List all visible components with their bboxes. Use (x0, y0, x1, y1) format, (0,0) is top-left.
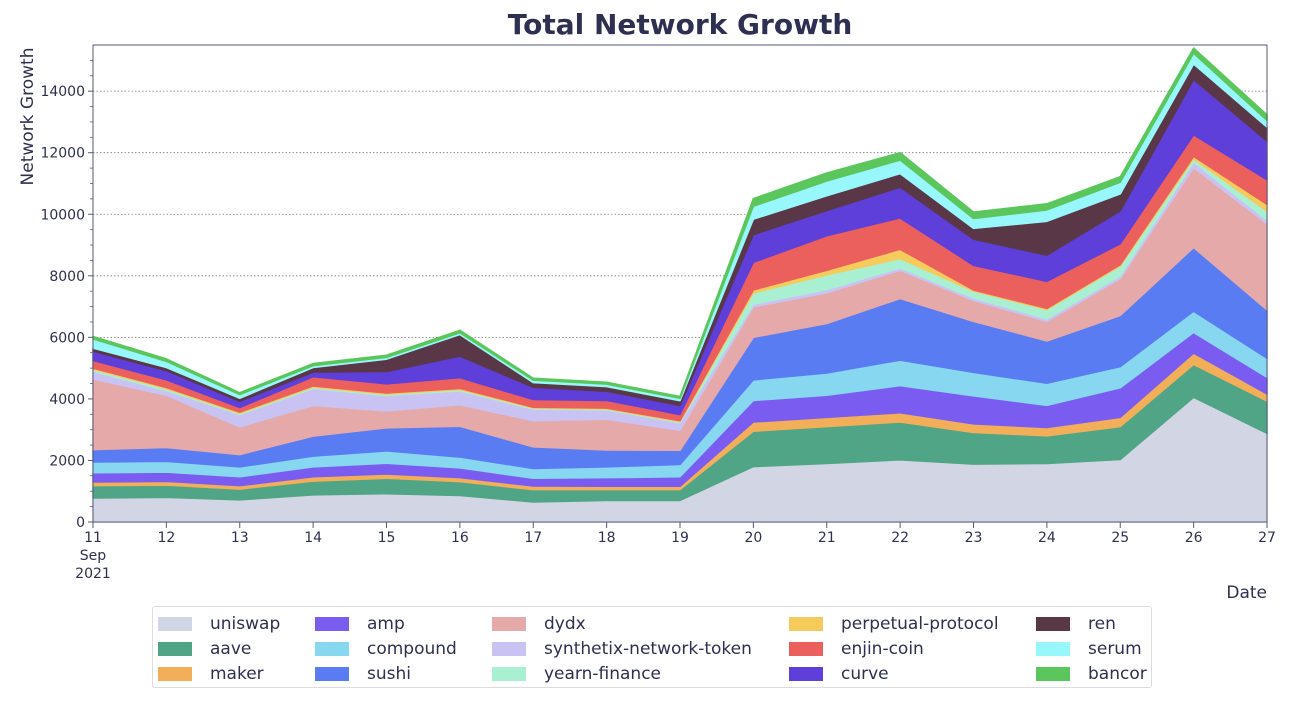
legend-label: enjin-coin (841, 639, 924, 659)
legend-item-sushi: sushi (315, 664, 411, 684)
legend-label: sushi (367, 664, 411, 684)
legend-item-aave: aave (158, 639, 251, 659)
legend-swatch (315, 642, 349, 656)
y-tick-label: 0 (76, 515, 85, 531)
legend-item-maker: maker (158, 664, 264, 684)
axes: 0 2000 4000 6000 8000 10000 12000 14000 11 12 13 14… (40, 44, 1276, 582)
legend-swatch (492, 667, 526, 681)
legend-swatch (1036, 667, 1070, 681)
legend-swatch (789, 667, 823, 681)
legend-swatch (1036, 642, 1070, 656)
legend-label: ren (1088, 614, 1116, 634)
y-tick-label: 10000 (40, 207, 85, 223)
legend: uniswap aave maker amp compound sushi dydx synt… (152, 606, 1152, 688)
legend-swatch (492, 617, 526, 631)
legend-swatch (492, 642, 526, 656)
x-tick-label: 18 (598, 530, 616, 546)
legend-item-yearn-finance: yearn-finance (492, 664, 661, 684)
x-tick-label: 24 (1038, 530, 1056, 546)
y-tick-label: 12000 (40, 146, 85, 162)
legend-label: aave (210, 639, 252, 659)
x-tick-label: 16 (451, 530, 469, 546)
legend-item-bancor: bancor (1036, 664, 1147, 684)
legend-label: synthetix-network-token (544, 639, 752, 659)
legend-label: bancor (1088, 664, 1147, 684)
y-tick-label: 2000 (49, 453, 85, 469)
legend-swatch (789, 617, 823, 631)
legend-swatch (158, 667, 192, 681)
legend-item-curve: curve (789, 664, 889, 684)
x-tick-label: 15 (378, 530, 396, 546)
y-tick-label: 4000 (49, 392, 85, 408)
legend-label: uniswap (210, 614, 281, 634)
legend-item-ren: ren (1036, 614, 1116, 634)
x-tick-label: 27 (1258, 530, 1276, 546)
legend-label: dydx (544, 614, 586, 634)
legend-item-enjin-coin: enjin-coin (789, 639, 924, 659)
chart-title: Total Network Growth (508, 8, 853, 41)
x-tick-label: 12 (157, 530, 175, 546)
legend-item-amp: amp (315, 614, 405, 634)
legend-label: amp (367, 614, 405, 634)
x-tick-label: 25 (1111, 530, 1129, 546)
legend-item-serum: serum (1036, 639, 1142, 659)
x-tick-label: 20 (744, 530, 762, 546)
legend-item-synthetix-network-token: synthetix-network-token (492, 639, 752, 659)
legend-label: perpetual-protocol (841, 614, 999, 634)
legend-item-dydx: dydx (492, 614, 586, 634)
legend-label: curve (841, 664, 889, 684)
x-year-label: 2021 (75, 566, 111, 582)
y-tick-label: 14000 (40, 84, 85, 100)
x-axis-title: Date (1226, 583, 1267, 603)
x-tick-label: 21 (818, 530, 836, 546)
legend-swatch (158, 617, 192, 631)
legend-label: serum (1088, 639, 1142, 659)
legend-label: compound (367, 639, 457, 659)
legend-swatch (789, 642, 823, 656)
y-tick-label: 6000 (49, 330, 85, 346)
x-tick-label: 26 (1185, 530, 1203, 546)
legend-label: maker (210, 664, 264, 684)
y-axis-title: Network Growth (18, 48, 38, 186)
stacked-areas (92, 47, 1268, 523)
legend-swatch (158, 642, 192, 656)
legend-item-perpetual-protocol: perpetual-protocol (789, 614, 999, 634)
legend-swatch (315, 667, 349, 681)
x-tick-label: 17 (524, 530, 542, 546)
x-tick-label: 11 (84, 530, 102, 546)
legend-label: yearn-finance (544, 664, 662, 684)
legend-item-uniswap: uniswap (158, 614, 280, 634)
x-tick-label: 13 (231, 530, 249, 546)
y-tick-label: 8000 (49, 269, 85, 285)
x-tick-label: 19 (671, 530, 689, 546)
legend-swatch (1036, 617, 1070, 631)
legend-item-compound: compound (315, 639, 457, 659)
x-month-label: Sep (80, 548, 107, 564)
legend-swatch (315, 617, 349, 631)
x-tick-label: 23 (965, 530, 983, 546)
x-tick-label: 14 (304, 530, 322, 546)
x-tick-label: 22 (891, 530, 909, 546)
